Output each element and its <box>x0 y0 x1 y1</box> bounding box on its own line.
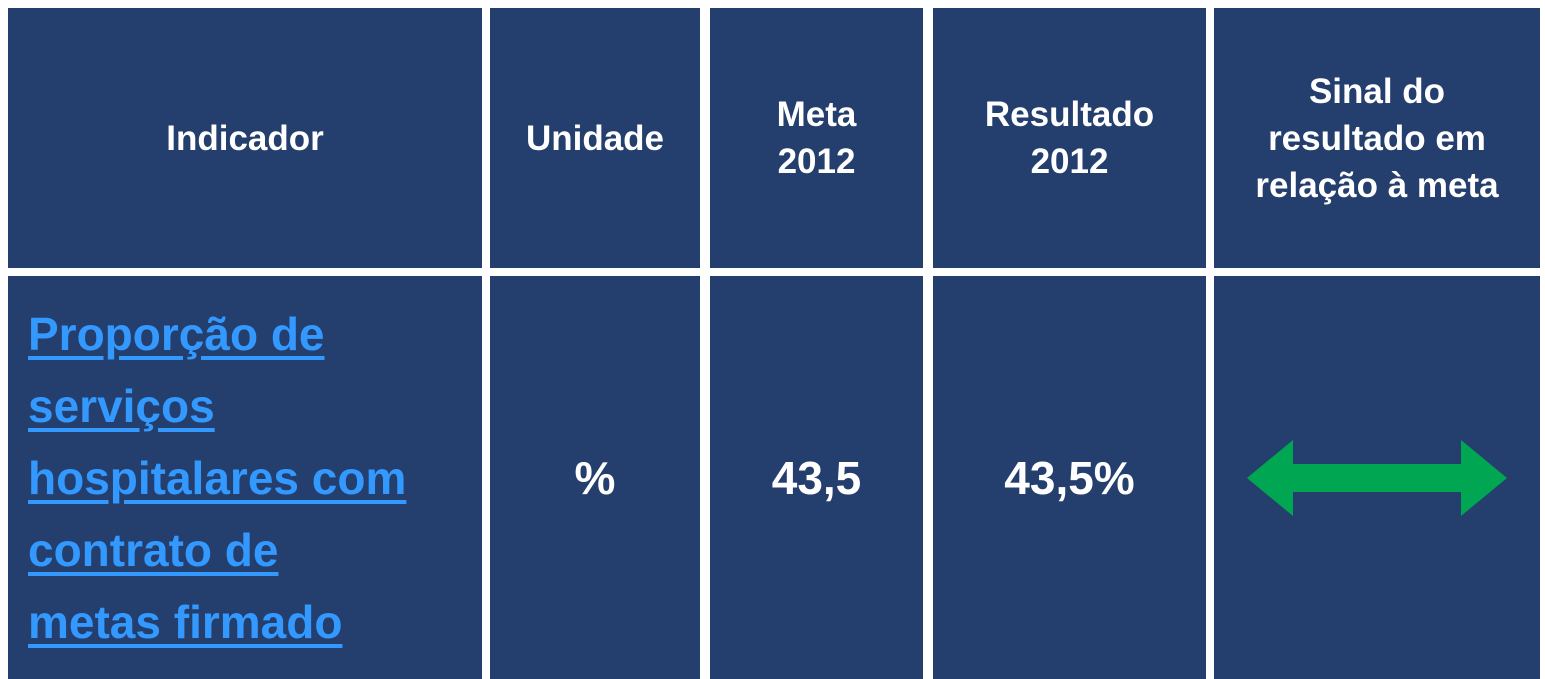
text-line: Indicador <box>166 118 324 158</box>
text-line[interactable]: contrato de <box>28 524 279 576</box>
cell-text: % <box>574 451 616 504</box>
text-line[interactable]: metas firmado <box>28 596 343 648</box>
indicator-cell[interactable]: Proporção de serviços hospitalares com cont… <box>8 276 482 679</box>
text-line[interactable]: hospitalares com <box>28 452 407 504</box>
header-cell: Sinal do resultado em relação à meta <box>1214 8 1540 268</box>
unit-cell: % <box>490 276 700 679</box>
text-line[interactable]: Proporção de <box>28 308 325 360</box>
header-cell: Indicador <box>8 8 482 268</box>
text-line: 2012 <box>1030 142 1109 181</box>
header-cell: Resultado 2012 <box>933 8 1206 268</box>
text-line: Unidade <box>525 118 665 158</box>
double-arrow <box>1247 439 1507 516</box>
text-line[interactable]: serviços <box>28 380 215 432</box>
text-line: Meta <box>776 95 857 134</box>
target-cell: 43,5 <box>710 276 923 679</box>
result-cell: 43,5% <box>933 276 1206 679</box>
text-line: Resultado <box>984 95 1155 134</box>
text-line: resultado em <box>1268 118 1486 158</box>
header-cell: Meta 2012 <box>710 8 923 268</box>
header-cell: Unidade <box>490 8 700 268</box>
cell-text: 43,5% <box>1004 451 1135 504</box>
text-line: Sinal do <box>1308 71 1446 111</box>
signal-cell <box>1214 276 1540 679</box>
cell-text: 43,5 <box>771 451 862 504</box>
text-line: 2012 <box>777 142 856 181</box>
text-line: relação à meta <box>1255 165 1499 205</box>
